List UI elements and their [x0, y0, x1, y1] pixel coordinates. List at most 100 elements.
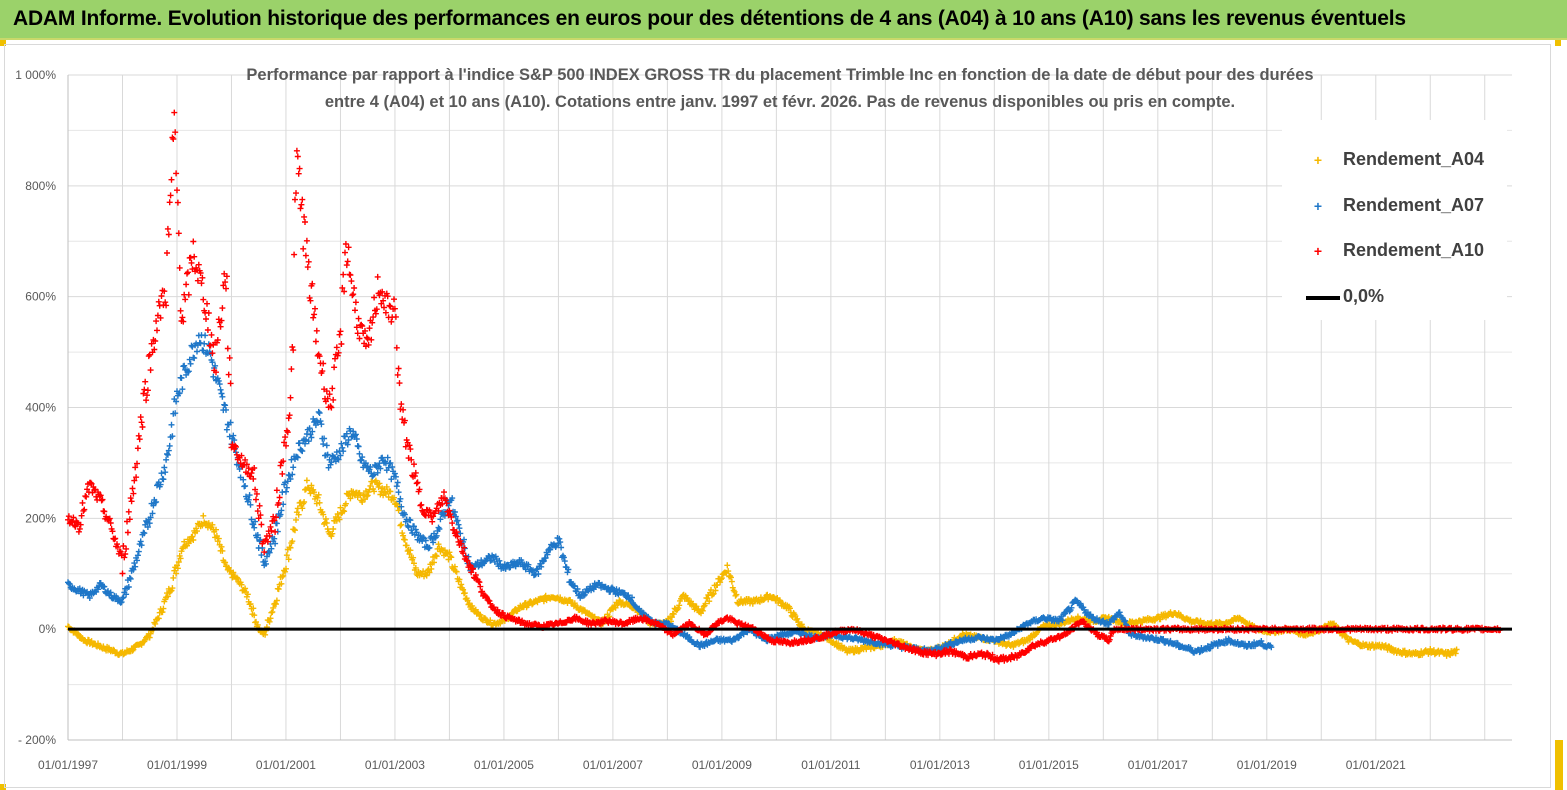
data-point	[725, 568, 732, 575]
data-point	[248, 516, 255, 523]
data-point	[208, 331, 215, 338]
data-point	[179, 386, 186, 393]
data-point	[470, 565, 476, 572]
data-point	[1153, 634, 1159, 641]
data-point	[219, 305, 226, 312]
data-point	[384, 293, 391, 300]
data-point	[280, 501, 287, 508]
data-point	[253, 496, 259, 503]
data-point	[251, 465, 258, 471]
x-tick-label: 01/01/2005	[474, 758, 534, 772]
data-point	[449, 520, 456, 527]
data-point	[625, 592, 632, 599]
data-point	[374, 273, 381, 280]
data-point	[306, 425, 313, 432]
data-point	[217, 323, 224, 330]
data-point	[212, 362, 219, 369]
data-point	[95, 586, 101, 593]
data-point	[406, 551, 413, 557]
data-point	[316, 499, 323, 506]
data-point	[305, 438, 312, 445]
data-point	[374, 469, 381, 476]
data-point	[262, 631, 269, 638]
data-point	[184, 270, 190, 277]
data-point	[168, 421, 175, 428]
data-point	[429, 518, 436, 525]
data-point	[490, 604, 497, 611]
data-point	[288, 366, 295, 373]
data-point	[224, 345, 231, 352]
data-point	[391, 494, 397, 501]
data-point	[269, 609, 276, 615]
x-tick-label: 01/01/2019	[1237, 758, 1297, 772]
series-rendement_a07	[65, 332, 1275, 656]
data-point	[363, 493, 370, 500]
chart-frame	[4, 44, 1551, 788]
data-point	[431, 559, 437, 566]
data-point	[227, 380, 234, 387]
legend-item-a10: + Rendement_A10	[1282, 236, 1507, 266]
data-point	[560, 554, 567, 561]
data-point	[358, 321, 365, 328]
data-point	[340, 448, 347, 455]
line-marker-icon	[1306, 296, 1340, 300]
x-tick-label: 01/01/2013	[910, 758, 970, 772]
data-point	[724, 562, 731, 569]
series-layer	[65, 109, 1504, 665]
data-point	[322, 516, 329, 522]
data-point	[299, 196, 306, 203]
data-point	[134, 552, 141, 559]
data-point	[70, 514, 77, 521]
data-point	[245, 496, 252, 503]
y-axis-ticks: - 200% 0% 200% 400% 600% 800% 1 000%	[15, 68, 56, 747]
data-point	[411, 461, 417, 468]
data-point	[329, 530, 336, 537]
data-point	[173, 570, 180, 577]
data-point	[380, 297, 387, 304]
data-point	[222, 279, 229, 286]
data-point	[132, 464, 139, 471]
data-point	[397, 495, 404, 502]
data-point	[451, 509, 458, 515]
data-point	[181, 362, 188, 369]
data-point	[458, 581, 465, 588]
data-point	[1268, 644, 1275, 651]
data-point	[712, 587, 719, 594]
data-point	[184, 269, 191, 276]
data-point	[423, 572, 430, 579]
data-point	[164, 250, 170, 256]
data-point	[289, 471, 296, 478]
data-point	[106, 515, 113, 522]
data-point	[447, 553, 454, 560]
data-point	[290, 464, 297, 471]
data-point	[462, 553, 469, 560]
data-point	[324, 451, 331, 458]
data-point	[223, 426, 230, 433]
data-point	[1453, 646, 1460, 653]
data-point	[75, 528, 82, 535]
data-point	[384, 454, 391, 461]
data-point	[210, 373, 217, 380]
data-point	[567, 597, 574, 603]
data-point	[223, 273, 230, 280]
data-point	[323, 388, 330, 395]
data-point	[182, 296, 189, 303]
data-point	[314, 419, 321, 426]
corner-decoration-top-right	[1555, 40, 1561, 46]
data-point	[311, 489, 318, 496]
y-tick-label: - 200%	[18, 733, 56, 747]
data-point	[293, 516, 299, 523]
data-point	[268, 527, 275, 534]
data-point	[77, 521, 84, 528]
data-point	[163, 456, 170, 463]
data-point	[123, 545, 130, 552]
data-point	[347, 495, 354, 502]
data-point	[154, 327, 160, 334]
data-point	[110, 646, 117, 653]
data-point	[686, 634, 693, 640]
data-point	[126, 516, 133, 523]
data-point	[321, 435, 328, 442]
data-point	[359, 499, 366, 505]
data-point	[343, 430, 350, 437]
data-point	[675, 605, 682, 612]
